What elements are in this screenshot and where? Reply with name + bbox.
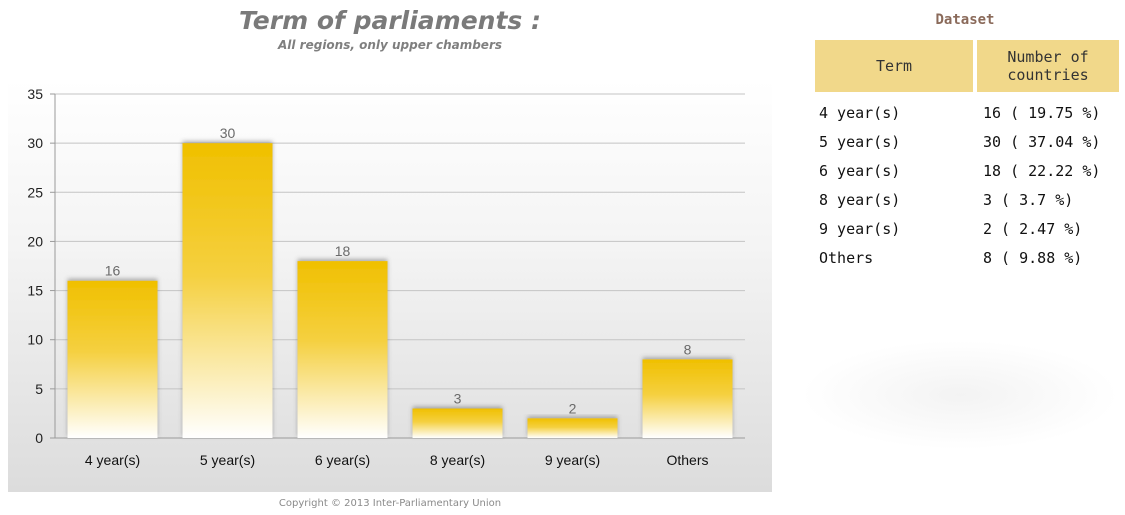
y-tick-label: 25 (27, 184, 43, 200)
cell-count: 18 ( 22.22 %) (983, 161, 1101, 180)
dataset-table: Term Number of countries 4 year(s) 16 ( … (815, 40, 1119, 272)
y-tick-label: 10 (27, 332, 43, 348)
bar (642, 359, 733, 438)
bar (297, 261, 388, 438)
cell-term: 6 year(s) (819, 161, 901, 180)
y-tick-label: 0 (35, 430, 43, 446)
cell-term: 9 year(s) (819, 219, 901, 238)
cell-count: 30 ( 37.04 %) (983, 132, 1101, 151)
dataset-title: Dataset (935, 12, 995, 28)
grid-lines (50, 93, 745, 439)
x-tick-label: 5 year(s) (200, 452, 255, 468)
y-axis-ticks: 0 5 10 15 20 25 30 35 (27, 86, 43, 446)
table-row: Others 8 ( 9.88 %) (815, 243, 1119, 272)
chart-title: Term of parliaments : (238, 6, 542, 35)
chart-subtitle: All regions, only upper chambers (277, 38, 503, 52)
x-tick-label: 4 year(s) (85, 452, 140, 468)
data-label: 3 (454, 391, 462, 407)
data-label: 18 (335, 243, 351, 259)
cell-count: 2 ( 2.47 %) (983, 219, 1083, 238)
bar (182, 143, 273, 438)
cell-count: 3 ( 3.7 %) (983, 190, 1074, 209)
copyright-text: Copyright © 2013 Inter-Parliamentary Uni… (278, 498, 502, 509)
cell-term: 5 year(s) (819, 132, 901, 151)
cell-count: 8 ( 9.88 %) (983, 248, 1083, 267)
y-tick-label: 5 (35, 381, 43, 397)
y-tick-label: 15 (27, 283, 43, 299)
y-tick-label: 30 (27, 135, 43, 151)
cell-term: 8 year(s) (819, 190, 901, 209)
data-label: 30 (220, 125, 236, 141)
cell-count: 16 ( 19.75 %) (983, 103, 1101, 122)
table-row: 6 year(s) 18 ( 22.22 %) (815, 156, 1119, 185)
bar (412, 408, 503, 438)
y-tick-label: 35 (27, 86, 43, 102)
x-tick-label: Others (666, 452, 708, 468)
x-axis-labels: 4 year(s) 5 year(s) 6 year(s) 8 year(s) 9 ye… (85, 452, 709, 468)
table-row: 8 year(s) 3 ( 3.7 %) (815, 185, 1119, 214)
header-number-of-countries: Number of countries (975, 40, 1119, 92)
value-labels: 16 30 18 3 2 8 (105, 125, 692, 416)
y-tick-label: 20 (27, 233, 43, 249)
header-term: Term (815, 40, 977, 92)
cell-term: Others (819, 248, 874, 267)
bars (67, 143, 733, 438)
x-tick-label: 8 year(s) (430, 452, 485, 468)
blurred-area (800, 340, 1120, 450)
table-row: 9 year(s) 2 ( 2.47 %) (815, 214, 1119, 243)
table-row: 5 year(s) 30 ( 37.04 %) (815, 127, 1119, 156)
table-row: 4 year(s) 16 ( 19.75 %) (815, 92, 1119, 127)
data-label: 16 (105, 263, 121, 279)
bar (527, 418, 618, 438)
data-label: 2 (569, 400, 577, 416)
x-tick-label: 9 year(s) (545, 452, 600, 468)
bar-chart: 0 5 10 15 20 25 30 35 16 30 18 3 2 8 4 year(s) 5 year… (27, 86, 745, 468)
dataset-header-row: Term Number of countries (815, 40, 1119, 92)
data-label: 8 (684, 341, 692, 357)
x-tick-label: 6 year(s) (315, 452, 370, 468)
bar (67, 280, 158, 438)
cell-term: 4 year(s) (819, 103, 901, 122)
